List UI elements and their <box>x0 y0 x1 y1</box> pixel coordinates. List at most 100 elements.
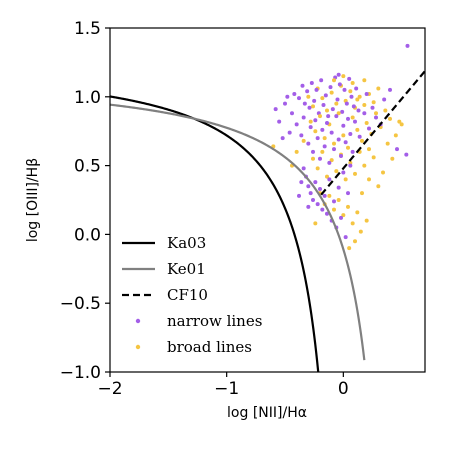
narrow-lines-point <box>332 147 336 152</box>
broad-lines-point <box>364 120 369 125</box>
broad-lines-point <box>385 141 390 146</box>
legend-cf10-label: CF10 <box>167 286 208 304</box>
broad-lines-point <box>362 163 367 168</box>
broad-lines-point <box>341 74 346 79</box>
ke01-line <box>110 103 366 361</box>
y-tick-label: 1.0 <box>74 88 101 108</box>
narrow-lines-point <box>327 177 332 182</box>
narrow-lines-point <box>346 116 350 121</box>
narrow-lines-point <box>343 235 348 240</box>
narrow-lines-point <box>339 215 343 220</box>
narrow-lines-point <box>306 184 311 189</box>
broad-lines-point <box>367 147 371 152</box>
y-tick-label: 0.0 <box>74 225 101 245</box>
narrow-lines-point <box>299 133 304 138</box>
broad-lines-point <box>397 119 402 124</box>
narrow-lines-point <box>340 109 345 114</box>
narrow-lines-point <box>405 43 410 48</box>
broad-lines-point <box>336 111 341 116</box>
broad-lines-point <box>376 184 381 189</box>
narrow-lines-point <box>313 118 318 123</box>
broad-lines-point <box>294 149 299 154</box>
broad-lines-point <box>334 169 339 174</box>
broad-lines-point <box>346 204 350 209</box>
narrow-lines-point <box>346 191 350 196</box>
narrow-lines-point <box>337 82 342 87</box>
x-tick-label: 0 <box>338 379 349 399</box>
demarcation-lines-layer <box>110 70 425 372</box>
narrow-lines-point <box>336 185 341 190</box>
legend-narrow-lines-label: narrow lines <box>167 312 262 330</box>
narrow-lines-point <box>404 152 409 157</box>
broad-lines-point <box>325 174 329 179</box>
narrow-lines-point <box>287 130 292 135</box>
narrow-lines-point <box>318 186 322 191</box>
broad-lines-point <box>341 213 346 218</box>
broad-lines-point <box>367 177 371 182</box>
broad-lines-point <box>327 193 332 198</box>
plot-frame <box>109 27 426 373</box>
narrow-lines-point <box>356 108 361 113</box>
broad-lines-point <box>341 133 346 138</box>
broad-lines-point <box>320 96 325 101</box>
broad-lines-point <box>306 94 311 99</box>
broad-lines-point <box>308 119 313 124</box>
broad-lines-point <box>350 115 355 120</box>
broad-lines-point <box>348 160 353 165</box>
broad-lines-point <box>360 191 364 196</box>
narrow-lines-point <box>320 207 325 212</box>
broad-lines-point <box>313 129 318 134</box>
narrow-lines-point <box>297 96 301 101</box>
narrow-lines-point <box>273 107 278 112</box>
narrow-lines-point <box>336 137 341 142</box>
y-tick-label: 0.5 <box>74 157 101 177</box>
legend: Ka03 Ke01 CF10 narrow lines broad lines <box>122 234 262 356</box>
narrow-lines-point <box>330 107 335 112</box>
narrow-lines-point <box>315 136 320 141</box>
narrow-lines-point <box>374 115 378 120</box>
narrow-lines-point <box>301 115 306 120</box>
broad-lines-point <box>313 221 318 226</box>
broad-lines-point <box>388 116 392 121</box>
broad-lines-point <box>358 229 363 234</box>
narrow-lines-point <box>311 198 315 202</box>
narrow-lines-point <box>342 87 347 92</box>
narrow-lines-point <box>343 140 348 145</box>
narrow-lines-point <box>306 204 311 209</box>
broad-lines-point <box>346 145 350 150</box>
broad-lines-point <box>348 89 353 94</box>
scatter-points-layer <box>271 43 410 251</box>
narrow-lines-point <box>336 72 341 77</box>
legend-ke01-label: Ke01 <box>167 260 206 278</box>
narrow-lines-point <box>301 166 306 171</box>
broad-lines-point <box>315 166 320 171</box>
narrow-lines-point <box>302 101 307 106</box>
narrow-lines-point <box>309 81 314 86</box>
narrow-lines-point <box>325 211 329 216</box>
narrow-lines-point <box>283 101 287 106</box>
narrow-lines-point <box>348 163 353 168</box>
narrow-lines-point <box>370 105 375 110</box>
narrow-lines-point <box>308 191 313 196</box>
narrow-lines-point <box>305 89 310 94</box>
narrow-lines-point <box>311 149 315 154</box>
broad-lines-point <box>362 78 367 83</box>
narrow-lines-point <box>328 85 333 90</box>
broad-lines-point <box>355 97 360 102</box>
narrow-lines-point <box>299 180 304 185</box>
broad-lines-point <box>350 221 355 226</box>
legend-ka03-label: Ka03 <box>167 234 206 252</box>
narrow-lines-point <box>285 94 290 99</box>
y-tick-label: 1.5 <box>74 19 101 39</box>
broad-lines-point <box>371 100 376 105</box>
broad-lines-point <box>311 104 315 109</box>
narrow-lines-point <box>329 130 334 135</box>
axis-ticks: −2 −1 0 −1.0 −0.5 0.0 0.5 1.0 1.5 <box>60 19 349 399</box>
broad-lines-point <box>353 171 357 176</box>
broad-lines-point <box>343 177 348 182</box>
narrow-lines-point <box>308 125 313 130</box>
narrow-lines-point <box>395 147 399 152</box>
broad-lines-point <box>371 155 376 160</box>
